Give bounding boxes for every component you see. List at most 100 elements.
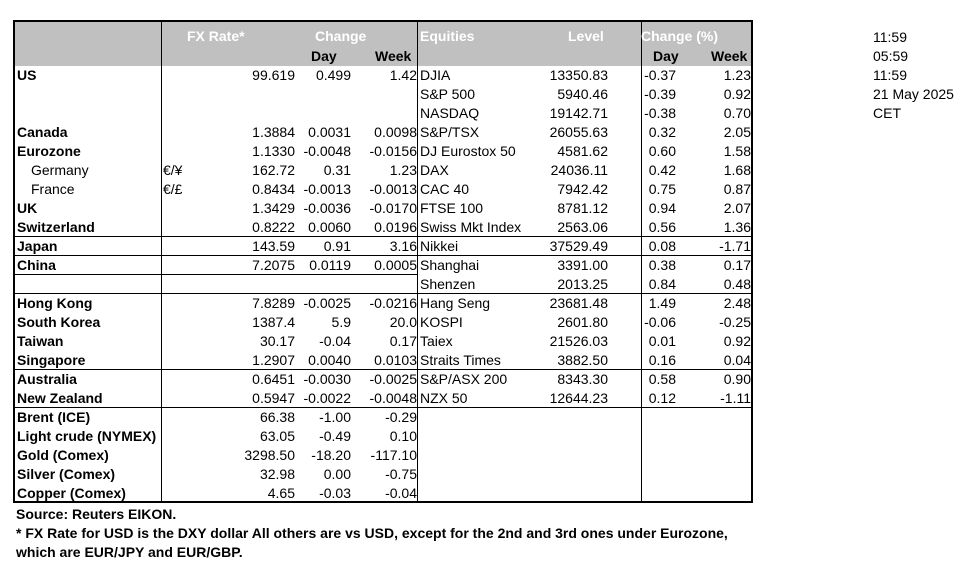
- row-separator: [15, 236, 751, 237]
- fx-day-change: 0.91: [323, 238, 351, 254]
- equity-index-name: Shanghai: [420, 257, 480, 273]
- row-name: South Korea: [17, 314, 101, 330]
- time-us: 11:59: [873, 29, 907, 45]
- fx-week-change: 20.0: [389, 314, 417, 330]
- header-fx-rate: FX Rate*: [187, 28, 245, 44]
- report-date: 21 May 2025: [873, 86, 954, 102]
- fx-week-change: 1.42: [389, 67, 417, 83]
- fx-week-change: -0.04: [385, 485, 417, 501]
- row-name: US: [17, 67, 37, 83]
- equity-day-change: 0.01: [648, 333, 676, 349]
- fx-day-change: -0.0025: [303, 295, 351, 311]
- fx-day-change: 0.0119: [309, 257, 351, 273]
- equity-index-name: Shenzen: [420, 276, 476, 292]
- fx-rate-value: 0.8222: [252, 219, 295, 235]
- fx-rate-value: [165, 85, 295, 104]
- row-name: Japan: [17, 238, 58, 254]
- fx-rate-value: 4.65: [267, 485, 295, 501]
- equity-index-name: Nikkei: [420, 238, 459, 254]
- header-day: Day: [311, 48, 337, 64]
- equity-day-change: -0.39: [644, 86, 676, 102]
- header-change-pct: Change (%): [641, 28, 718, 44]
- equity-week-change: [676, 408, 751, 427]
- row-name: New Zealand: [17, 390, 103, 406]
- equity-index-name: Straits Times: [420, 352, 501, 368]
- header-week-pct: Week: [711, 48, 748, 64]
- header-day-pct: Day: [653, 48, 679, 64]
- equity-week-change: 0.70: [723, 105, 751, 121]
- fx-rate-value: 3298.50: [244, 447, 295, 463]
- equity-week-change: 1.58: [723, 143, 751, 159]
- equity-day-change: [608, 465, 676, 484]
- time-europe: 11:59: [873, 67, 907, 83]
- header-week: Week: [375, 48, 412, 64]
- equity-index-name: S&P/TSX: [420, 124, 480, 140]
- equity-day-change: -0.38: [644, 105, 676, 121]
- equity-week-change: -1.11: [720, 390, 751, 406]
- equity-day-change: 0.08: [648, 238, 676, 254]
- equity-week-change: 0.90: [723, 371, 751, 387]
- row-name: Switzerland: [17, 219, 95, 235]
- fx-day-change: -0.0013: [303, 181, 351, 197]
- equity-level: [495, 446, 608, 465]
- equity-index-name: DJIA: [420, 67, 451, 83]
- fx-rate-value: 143.59: [252, 238, 295, 254]
- equity-day-change: [608, 484, 676, 503]
- fx-day-change: 0.499: [315, 67, 351, 83]
- equity-index-name: Taiex: [420, 333, 453, 349]
- equity-level: 12644.23: [549, 390, 608, 406]
- footnotes: Source: Reuters EIKON. * FX Rate for USD…: [16, 505, 728, 562]
- equity-day-change: 0.42: [648, 162, 676, 178]
- fx-rate-value: 0.5947: [252, 390, 295, 406]
- fx-rate-value: 99.619: [252, 67, 295, 83]
- equity-week-change: 1.68: [723, 162, 751, 178]
- equity-day-change: 0.16: [648, 352, 676, 368]
- fx-week-change: -0.0156: [369, 143, 417, 159]
- fx-week-change: -117.10: [370, 447, 417, 463]
- row-separator: [15, 255, 751, 256]
- equity-level: 23681.48: [549, 295, 608, 311]
- equity-index-name: FTSE 100: [420, 200, 484, 216]
- fx-week-change: 0.17: [389, 333, 417, 349]
- fx-day-change: [295, 104, 351, 123]
- fx-week-change: 0.0196: [374, 219, 417, 235]
- equity-level: [495, 465, 608, 484]
- row-separator: [15, 293, 751, 294]
- fx-note-line2: which are EUR/JPY and EUR/GBP.: [16, 544, 243, 560]
- fx-rate-value: 162.72: [252, 162, 295, 178]
- fx-day-change: 0.31: [323, 162, 351, 178]
- equity-day-change: [608, 446, 676, 465]
- fx-week-change: [351, 85, 417, 104]
- equity-week-change: 2.48: [723, 295, 751, 311]
- fx-day-change: 0.0031: [308, 124, 351, 140]
- equity-level: 8343.30: [557, 371, 608, 387]
- fx-week-change: -0.75: [385, 466, 417, 482]
- equity-week-change: 0.17: [723, 257, 751, 273]
- fx-day-change: -0.0022: [303, 390, 351, 406]
- equity-day-change: [608, 427, 676, 446]
- equity-week-change: -0.25: [719, 314, 751, 330]
- equity-week-change: 0.04: [723, 352, 751, 368]
- fx-week-change: 0.0098: [374, 124, 417, 140]
- fx-day-change: 0.0060: [308, 219, 351, 235]
- equity-day-change: [608, 408, 676, 427]
- equity-level: [495, 427, 608, 446]
- equity-index-name: NASDAQ: [420, 105, 480, 121]
- row-name: France: [31, 181, 75, 197]
- equity-index-name: Hang Seng: [420, 295, 491, 311]
- equity-level: [495, 484, 608, 503]
- row-name: Australia: [17, 371, 77, 387]
- equity-week-change: 0.92: [723, 86, 751, 102]
- row-name: Taiwan: [17, 333, 64, 349]
- divider-fx-equities: [417, 22, 418, 501]
- timestamps-panel: 11:59 05:59 11:59 21 May 2025 CET: [873, 28, 954, 123]
- equity-day-change: 0.60: [648, 143, 676, 159]
- divider-level-change: [641, 22, 642, 501]
- equity-week-change: [676, 427, 751, 446]
- row-name: [17, 85, 167, 104]
- equity-index-name: NZX 50: [420, 390, 468, 406]
- row-name: Silver (Comex): [17, 466, 116, 482]
- fx-rate-value: 1.3884: [252, 124, 295, 140]
- fx-day-change: [295, 275, 351, 294]
- equity-level: 3391.00: [557, 257, 608, 273]
